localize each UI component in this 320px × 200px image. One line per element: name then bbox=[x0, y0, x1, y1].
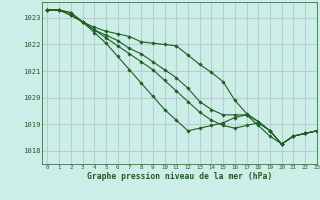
X-axis label: Graphe pression niveau de la mer (hPa): Graphe pression niveau de la mer (hPa) bbox=[87, 172, 272, 181]
